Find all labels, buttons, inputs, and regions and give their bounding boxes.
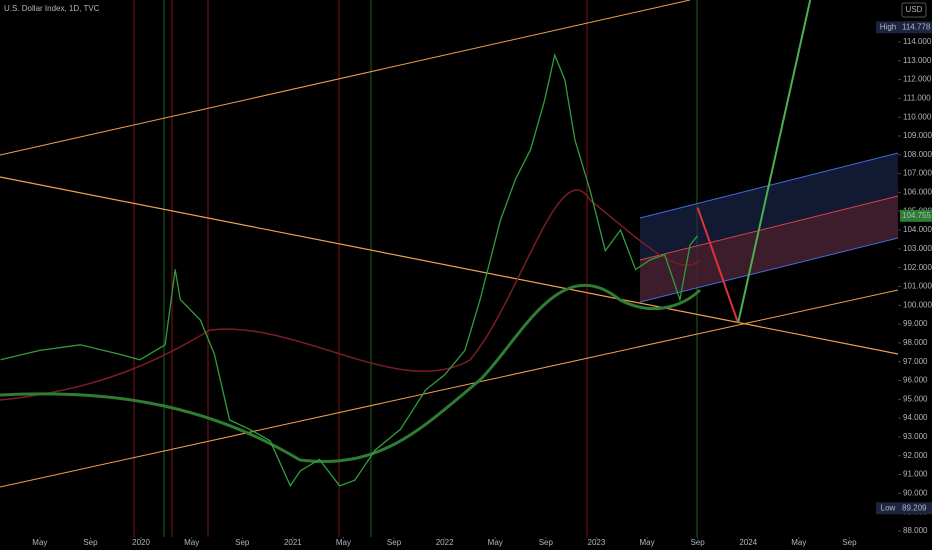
y-tick-label: 111.000 (903, 93, 931, 102)
y-tick-label: 96.000 (903, 376, 928, 385)
y-tick-label: 108.000 (903, 150, 932, 159)
x-tick-label: 2021 (284, 538, 302, 547)
y-tick-label: 113.000 (903, 56, 932, 65)
price-tag-label-bg (876, 502, 900, 515)
y-tick-label: 97.000 (903, 357, 928, 366)
price-tag-label: High (880, 22, 896, 31)
y-tick-label: 90.000 (903, 488, 928, 497)
chart-title: U.S. Dollar Index, 1D, TVC (4, 4, 100, 13)
price-tag-value: 114.778 (902, 22, 931, 31)
y-tick-label: 100.000 (903, 300, 932, 309)
price-tag-bg (900, 209, 932, 222)
x-tick-label: May (791, 538, 806, 547)
price-tag-value: 89.209 (902, 503, 927, 512)
y-tick-label: 107.000 (903, 169, 932, 178)
y-tick-label: 112.000 (903, 75, 932, 84)
price-line (737, 0, 812, 324)
x-tick-label: May (336, 538, 351, 547)
x-tick-label: Sep (539, 538, 554, 547)
y-tick-label: 88.000 (903, 526, 928, 535)
y-tick-label: 106.000 (903, 188, 932, 197)
price-tag-bg (900, 21, 932, 34)
x-tick-label: Sep (83, 538, 98, 547)
x-tick-label: Sep (691, 538, 706, 547)
price-line (696, 207, 740, 324)
y-tick-label: 109.000 (903, 131, 932, 140)
y-tick-label: 98.000 (903, 338, 928, 347)
y-tick-label: 91.000 (903, 470, 928, 479)
x-tick-label: 2024 (739, 538, 757, 547)
price-line (0, 52, 699, 488)
x-tick-label: 2020 (132, 538, 150, 547)
y-tick-label: 95.000 (903, 394, 928, 403)
y-tick-label: 103.000 (903, 244, 932, 253)
y-tick-label: 110.000 (903, 112, 932, 121)
price-tag-label-bg (876, 21, 900, 34)
x-tick-label: Sep (235, 538, 250, 547)
y-tick-label: 101.000 (903, 282, 932, 291)
y-tick-label: 104.000 (903, 225, 932, 234)
x-tick-label: 2022 (436, 538, 454, 547)
y-tick-label: 102.000 (903, 263, 932, 272)
y-tick-label: 99.000 (903, 319, 928, 328)
x-tick-label: May (639, 538, 654, 547)
currency-label[interactable]: USD (906, 5, 923, 14)
x-tick-label: Sep (387, 538, 402, 547)
x-tick-label: May (184, 538, 199, 547)
y-tick-label: 114.000 (903, 37, 932, 46)
x-tick-label: May (488, 538, 503, 547)
price-tag-label: Low (881, 503, 896, 512)
y-tick-label: 93.000 (903, 432, 928, 441)
y-tick-label: 92.000 (903, 451, 928, 460)
x-tick-label: 2023 (588, 538, 606, 547)
price-tag-value: 104.755 (902, 211, 931, 220)
x-tick-label: Sep (842, 538, 857, 547)
x-tick-label: May (32, 538, 47, 547)
y-tick-label: 94.000 (903, 413, 928, 422)
price-tag-bg (900, 502, 932, 515)
